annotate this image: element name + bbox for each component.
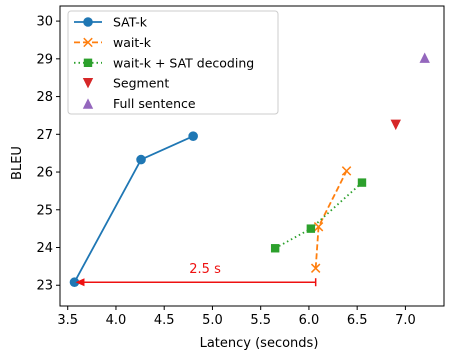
y-tick-label: 29	[36, 52, 53, 67]
y-tick-label: 24	[36, 241, 53, 256]
y-tick-label: 30	[36, 15, 53, 30]
legend-label: Full sentence	[113, 96, 196, 111]
y-tick-label: 28	[36, 90, 53, 105]
data-point	[358, 178, 366, 186]
annotation-label: 2.5 s	[189, 262, 221, 277]
series-4	[420, 52, 430, 62]
legend-marker	[84, 59, 92, 67]
data-point	[420, 52, 430, 62]
x-tick-label: 6.0	[299, 313, 320, 328]
legend-label: wait-k + SAT decoding	[113, 55, 254, 70]
series-1	[311, 167, 350, 273]
x-tick-label: 4.0	[106, 313, 127, 328]
y-axis-label: BLEU	[10, 146, 25, 180]
data-point	[391, 120, 401, 130]
y-tick-label: 23	[36, 279, 53, 294]
y-tick-label: 25	[36, 203, 53, 218]
data-point	[271, 244, 279, 252]
x-axis-label: Latency (seconds)	[200, 336, 319, 351]
legend-label: Segment	[113, 76, 169, 91]
y-tick-label: 27	[36, 128, 53, 143]
data-point	[342, 167, 350, 175]
series-0	[70, 132, 197, 287]
legend-label: SAT-k	[113, 15, 148, 30]
series-line	[316, 171, 347, 268]
annotation-layer: 2.5 s	[75, 262, 315, 286]
x-tick-label: 5.0	[202, 313, 223, 328]
series-line	[74, 136, 193, 282]
data-point	[307, 224, 315, 232]
data-point	[189, 132, 198, 141]
series-3	[391, 120, 401, 130]
x-tick-label: 3.5	[57, 313, 78, 328]
legend: SAT-k wait-k wait-k + SAT decoding Segment F…	[68, 11, 278, 114]
y-tick-label: 26	[36, 166, 53, 181]
legend-label: wait-k	[113, 35, 152, 50]
data-point	[137, 155, 146, 164]
x-tick-label: 7.0	[395, 313, 416, 328]
x-tick-label: 5.5	[250, 313, 271, 328]
x-tick-label: 4.5	[154, 313, 175, 328]
legend-marker	[84, 18, 93, 27]
x-tick-label: 6.5	[347, 313, 368, 328]
series-2	[271, 178, 366, 252]
